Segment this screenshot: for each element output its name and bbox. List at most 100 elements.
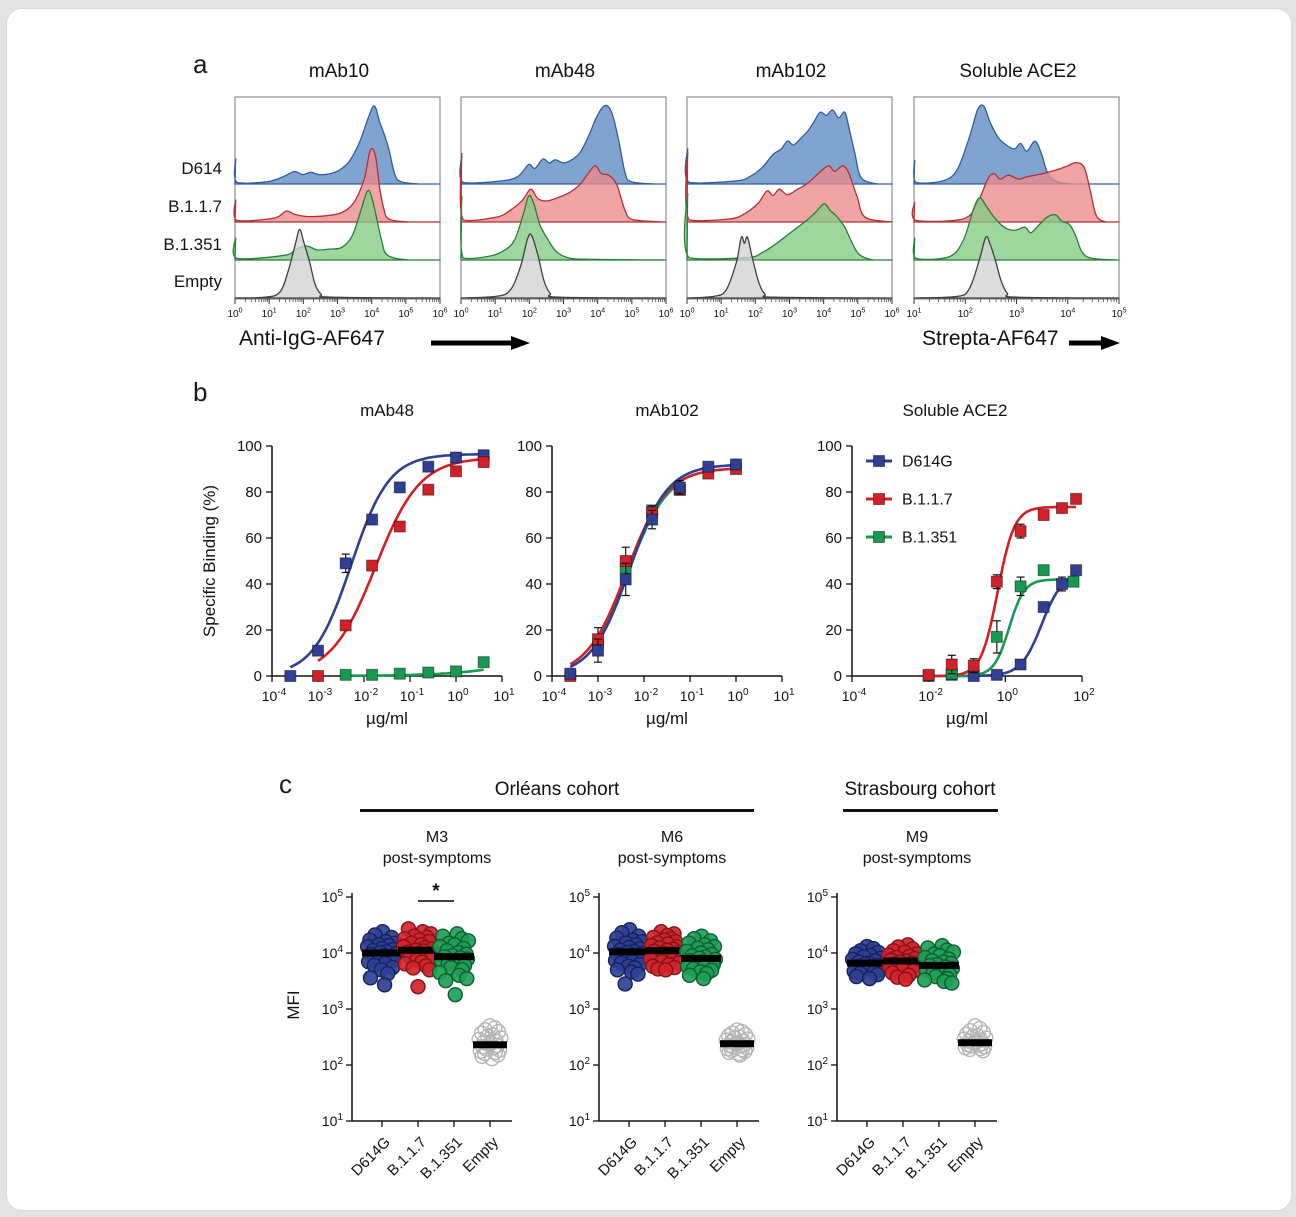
timepoint-header-m9: M9 post-symptoms xyxy=(817,827,1017,869)
axes: 0 20 40 60 80 100 10-4 10-3 10-2 10-1 100 101 xyxy=(517,438,795,704)
row-label-d614: D614 xyxy=(181,159,222,178)
subplot-title-soluble-ace2: Soluble ACE2 xyxy=(959,61,1077,82)
svg-text:105: 105 xyxy=(807,888,829,905)
histogram-series-B.1.351 xyxy=(460,194,667,261)
flow-histogram-mab48: 100 101 102 103 104 105 106 xyxy=(453,96,674,320)
histogram-series-B.1.351 xyxy=(683,193,893,261)
svg-text:80: 80 xyxy=(825,484,842,501)
svg-text:103: 103 xyxy=(330,308,345,320)
svg-text:100: 100 xyxy=(453,308,468,320)
svg-text:µg/ml: µg/ml xyxy=(366,709,408,728)
svg-text:100: 100 xyxy=(679,308,694,320)
svg-text:100: 100 xyxy=(237,438,262,455)
svg-text:104: 104 xyxy=(322,944,344,961)
svg-text:60: 60 xyxy=(825,530,842,547)
histogram-series-B.1.351 xyxy=(232,189,441,261)
timepoint-header-m3: M3 post-symptoms xyxy=(337,827,537,869)
svg-text:101: 101 xyxy=(714,308,729,320)
y-axis-label-mfi: MFI xyxy=(284,990,303,1020)
median-bar-B.1.1.7 xyxy=(645,947,685,955)
flow-histogram-soluble-ace2: 101 102 103 104 105 xyxy=(906,96,1127,320)
svg-text:103: 103 xyxy=(556,308,571,320)
category-label-D614G: D614G xyxy=(833,1134,879,1180)
svg-text:µg/ml: µg/ml xyxy=(646,709,688,728)
y-axis-label-specific-binding: Specific Binding (%) xyxy=(200,484,219,638)
svg-text:60: 60 xyxy=(525,530,542,547)
cohort-header-orleans: Orléans cohort xyxy=(494,779,620,800)
svg-text:101: 101 xyxy=(807,1112,829,1129)
svg-text:105: 105 xyxy=(569,888,591,905)
svg-text:20: 20 xyxy=(825,622,842,639)
svg-text:60: 60 xyxy=(245,530,262,547)
svg-text:100: 100 xyxy=(517,438,542,455)
svg-text:101: 101 xyxy=(569,1112,591,1129)
svg-text:102: 102 xyxy=(522,308,537,320)
subplot-title-b-mab102: mAb102 xyxy=(635,401,699,420)
subplot-title-mab10: mAb10 xyxy=(308,61,370,82)
svg-text:103: 103 xyxy=(1009,308,1024,320)
svg-text:10-2: 10-2 xyxy=(634,687,659,704)
panel-a-label: a xyxy=(193,49,208,79)
svg-text:103: 103 xyxy=(322,1000,344,1017)
category-label-D614G: D614G xyxy=(595,1134,641,1180)
svg-text:101: 101 xyxy=(773,687,795,704)
svg-text:105: 105 xyxy=(398,308,413,320)
cohort-underline-strasbourg xyxy=(843,809,998,812)
median-bar-D614G xyxy=(609,948,649,956)
median-bar-B.1.351 xyxy=(919,961,959,969)
svg-text:102: 102 xyxy=(322,1056,344,1073)
cohort-header-strasbourg: Strasbourg cohort xyxy=(844,779,996,800)
svg-text:104: 104 xyxy=(816,308,831,320)
scatter-group-B.1.1.7 xyxy=(395,921,440,995)
panel-b-label: b xyxy=(193,377,208,407)
svg-text:102: 102 xyxy=(296,308,311,320)
svg-text:105: 105 xyxy=(322,888,344,905)
svg-text:10-2: 10-2 xyxy=(918,687,943,704)
x-axis-label-anti-igg: Anti-IgG-AF647 xyxy=(239,327,385,350)
histogram-series-Empty xyxy=(460,233,667,299)
svg-text:103: 103 xyxy=(782,308,797,320)
svg-text:100: 100 xyxy=(227,308,242,320)
timepoint-m6-sub: post-symptoms xyxy=(617,850,727,867)
median-bar-D614G xyxy=(847,959,887,967)
histogram-series-Empty xyxy=(234,228,441,299)
svg-text:104: 104 xyxy=(569,944,591,961)
svg-text:80: 80 xyxy=(245,484,262,501)
svg-text:10-4: 10-4 xyxy=(842,687,867,704)
flow-histogram-mab102: 100 101 102 103 104 105 106 xyxy=(679,96,900,320)
median-bar-B.1.1.7 xyxy=(398,946,438,954)
svg-text:103: 103 xyxy=(569,1000,591,1017)
svg-text:104: 104 xyxy=(590,308,605,320)
legend-label-B.1.351: B.1.351 xyxy=(902,530,957,547)
x-axis-ticks: 100 101 102 103 104 105 106 xyxy=(679,299,900,320)
x-axis-label-strepta: Strepta-AF647 xyxy=(922,327,1059,350)
svg-text:20: 20 xyxy=(525,622,542,639)
svg-text:104: 104 xyxy=(364,308,379,320)
median-bar-Empty xyxy=(720,1040,754,1048)
row-label-b117: B.1.1.7 xyxy=(168,197,222,216)
timepoint-m9-sub: post-symptoms xyxy=(862,850,972,867)
timepoint-m9: M9 xyxy=(905,829,929,846)
category-label-Empty: Empty xyxy=(460,1133,502,1175)
series-points-D614G xyxy=(564,458,742,680)
svg-text:10-3: 10-3 xyxy=(308,687,333,704)
legend: D614G B.1.1.7 B.1.351 xyxy=(866,454,957,547)
category-label-Empty: Empty xyxy=(707,1133,749,1175)
histogram-series-D614 xyxy=(233,105,441,185)
timepoint-header-m6: M6 post-symptoms xyxy=(572,827,772,869)
figure-card: a mAb10 mAb48 mAb102 Soluble ACE2 D614 B… xyxy=(6,8,1292,1211)
row-label-empty: Empty xyxy=(173,272,222,291)
svg-text:10-1: 10-1 xyxy=(400,687,425,704)
svg-text:40: 40 xyxy=(825,576,842,593)
median-bar-B.1.351 xyxy=(681,954,721,962)
svg-text:100: 100 xyxy=(997,687,1019,704)
axes: 101 102 103 104 105 xyxy=(807,888,997,1129)
timepoint-m3: M3 xyxy=(425,829,449,846)
svg-text:*: * xyxy=(432,881,440,902)
legend-label-D614G: D614G xyxy=(902,454,953,471)
x-axis-ticks: 100 101 102 103 104 105 106 xyxy=(227,299,448,320)
scatter-group-D614G xyxy=(359,924,405,993)
